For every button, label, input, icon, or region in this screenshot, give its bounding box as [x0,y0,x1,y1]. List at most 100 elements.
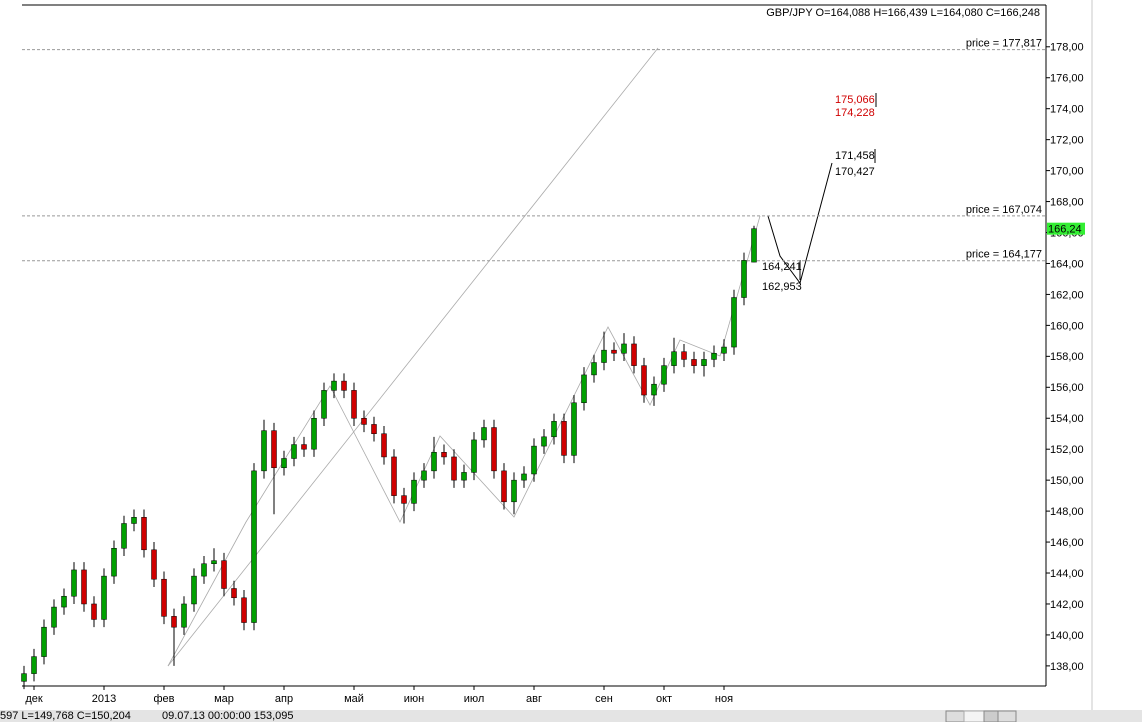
scroll-right-button[interactable] [997,710,1017,723]
trend-line [167,47,659,667]
candle-body [291,444,297,459]
candle-body [231,588,237,599]
x-tick-label: сен [595,693,613,705]
candle-body [701,359,707,366]
candle-body [411,479,417,504]
candle-body [151,549,157,580]
status-right: 09.07.13 00:00:00 153,095 [162,710,294,722]
candle-body [601,349,607,363]
candle-body [301,444,307,450]
candle-body [571,402,577,456]
zoom-out-button[interactable] [1056,711,1070,722]
price-line-label: price = 177,817 [966,38,1042,50]
x-tick-label: ноя [715,693,733,705]
projection-label: 164,241 [762,261,802,273]
x-tick-label: окт [656,693,672,705]
candle-body [721,346,727,354]
y-tick-label: 154,00 [1050,413,1084,425]
candle-body [381,433,387,458]
x-tick-label: дек [25,693,43,705]
candle-body [181,603,187,628]
y-tick-label: 148,00 [1050,506,1084,518]
candle-body [321,390,327,419]
candle-body [21,673,27,682]
candle-body [561,421,567,456]
candle-body [651,383,657,396]
y-tick-label: 176,00 [1050,73,1084,85]
y-tick-label: 160,00 [1050,320,1084,332]
candle-body [661,365,667,385]
candle-body [41,626,47,657]
x-tick-label: май [344,693,364,705]
y-tick-label: 174,00 [1050,104,1084,116]
candle-body [631,343,637,366]
candle-body [641,365,647,396]
candle-body [161,578,167,617]
candle-body [541,436,547,447]
candle-body [141,517,147,551]
candle-body [581,374,587,404]
candle-body [211,560,217,564]
projection-label: 175,066 [835,94,875,106]
x-tick-label: фев [153,693,174,705]
candle-body [441,452,447,458]
zoom-in-button[interactable] [1038,711,1052,722]
candle-body [361,417,367,425]
scroll-thumb[interactable] [983,710,999,723]
x-tick-label: мар [214,693,234,705]
candle-body [351,390,357,419]
candle-body [371,424,377,434]
price-line-label: price = 164,177 [966,249,1042,261]
candle-body [251,470,257,623]
candle-body [31,656,37,674]
candle-body [271,430,277,469]
y-tick-label: 152,00 [1050,444,1084,456]
candle-body [681,351,687,360]
candle-body [421,470,427,481]
y-tick-label: 170,00 [1050,166,1084,178]
candle-body [691,359,697,366]
last-price-label: 166,24 [1048,224,1082,236]
x-tick-label: авг [526,693,542,705]
y-tick-label: 162,00 [1050,289,1084,301]
candle-body [81,569,87,605]
projection-label: 162,953 [762,281,802,293]
candle-body [221,560,227,589]
candle-body [341,380,347,391]
y-tick-label: 146,00 [1050,537,1084,549]
candle-body [331,380,337,391]
candle-body [171,616,177,628]
candle-body [461,472,467,481]
x-tick-label: июн [404,693,424,705]
candle-body [751,228,757,263]
x-tick-label: 2013 [92,693,116,705]
status-left: 597 L=149,768 C=150,204 [0,710,131,722]
candle-body [741,260,747,298]
reset-button[interactable] [1074,711,1088,722]
y-tick-label: 144,00 [1050,568,1084,580]
candle-body [501,470,507,503]
move-button[interactable] [1020,711,1034,722]
status-bar [0,710,1142,722]
candle-body [281,458,287,469]
candle-body [101,575,107,620]
candle-body [551,421,557,438]
y-tick-label: 164,00 [1050,258,1084,270]
candle-body [391,456,397,496]
candle-body [481,427,487,441]
y-tick-label: 172,00 [1050,135,1084,147]
candle-body [521,473,527,481]
candle-body [731,297,737,348]
candle-body [471,439,477,473]
candle-body [241,597,247,623]
scroll-left-button[interactable] [945,710,965,723]
candle-body [71,569,77,597]
candle-body [191,575,197,605]
y-tick-label: 158,00 [1050,351,1084,363]
price-line-label: price = 167,074 [966,204,1042,216]
scroll-track[interactable] [963,710,985,723]
